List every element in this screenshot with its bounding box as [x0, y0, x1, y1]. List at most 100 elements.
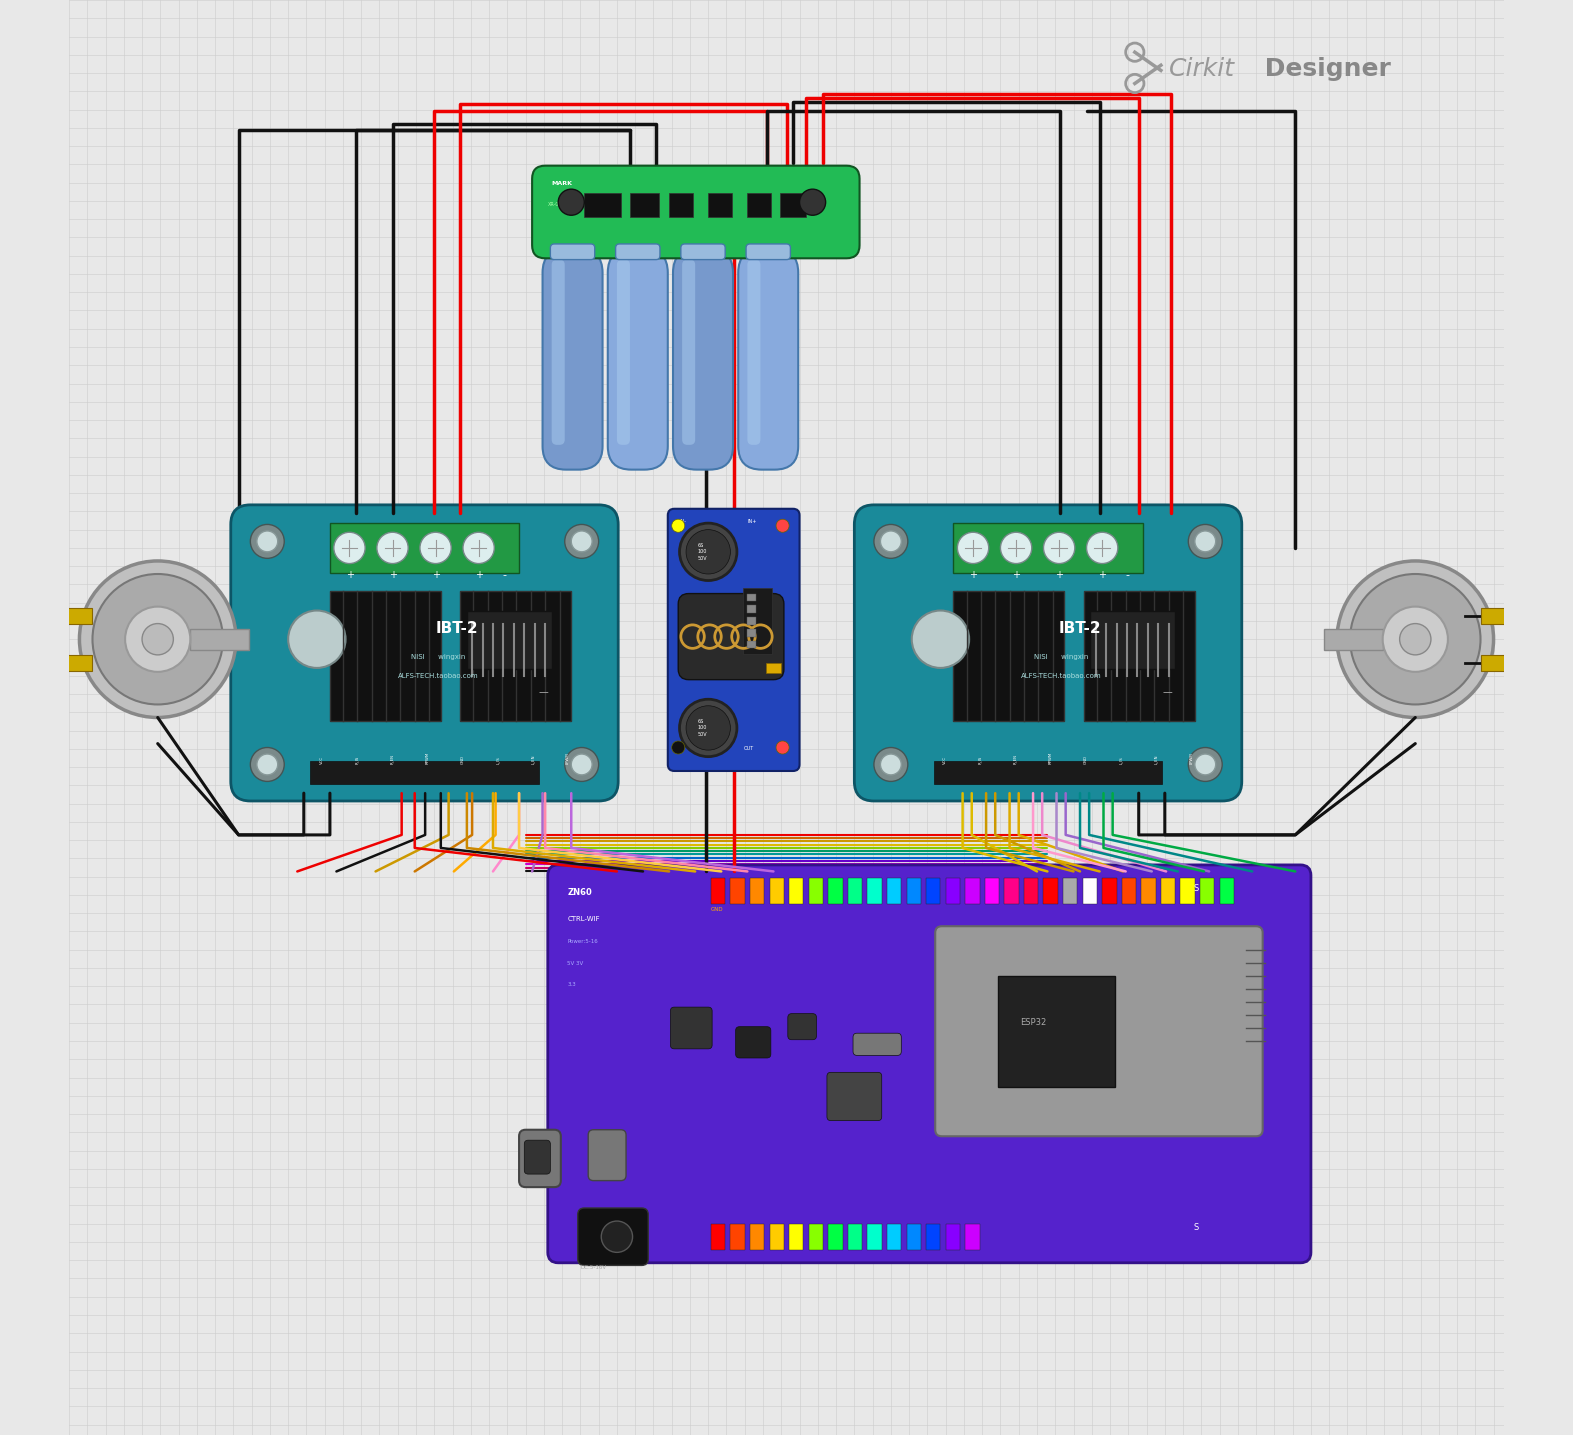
Circle shape — [333, 532, 365, 564]
Bar — [1090, 610, 1175, 669]
Text: +: + — [346, 570, 354, 580]
Text: GND: GND — [461, 755, 464, 765]
Bar — [887, 1224, 901, 1250]
Text: ALFS-TECH.taobao.com: ALFS-TECH.taobao.com — [398, 673, 478, 679]
FancyBboxPatch shape — [607, 250, 669, 469]
FancyBboxPatch shape — [853, 1033, 901, 1055]
Circle shape — [881, 753, 901, 775]
Circle shape — [912, 610, 969, 667]
Text: RPWM: RPWM — [1049, 752, 1052, 765]
Circle shape — [881, 531, 901, 552]
Text: L_EN: L_EN — [530, 755, 535, 765]
Text: NISI      wingxin: NISI wingxin — [1035, 654, 1089, 660]
Bar — [829, 1224, 843, 1250]
Text: IBT-2: IBT-2 — [436, 621, 478, 636]
Bar — [1142, 878, 1156, 904]
Circle shape — [672, 740, 684, 753]
Text: L_IS: L_IS — [495, 756, 500, 765]
Text: IN-: IN- — [680, 519, 686, 524]
Bar — [461, 591, 571, 722]
Text: 5V 3V: 5V 3V — [568, 961, 584, 966]
Circle shape — [126, 607, 190, 672]
Bar — [1161, 878, 1175, 904]
Bar — [669, 194, 692, 217]
Bar — [584, 194, 621, 217]
Circle shape — [775, 519, 790, 532]
FancyBboxPatch shape — [231, 505, 618, 801]
Text: R_IS: R_IS — [978, 756, 982, 765]
FancyBboxPatch shape — [588, 1129, 626, 1181]
Bar — [1480, 654, 1507, 670]
FancyBboxPatch shape — [681, 244, 725, 260]
Circle shape — [1195, 753, 1216, 775]
Bar — [330, 591, 440, 722]
Circle shape — [775, 740, 790, 753]
Text: LPWM: LPWM — [566, 753, 569, 765]
Bar — [730, 878, 744, 904]
Bar — [790, 1224, 804, 1250]
Text: VCC: VCC — [319, 756, 324, 765]
Text: -: - — [502, 570, 507, 580]
Circle shape — [250, 748, 285, 782]
Bar — [711, 878, 725, 904]
FancyBboxPatch shape — [683, 260, 695, 445]
Circle shape — [256, 753, 278, 775]
Text: -: - — [1126, 570, 1129, 580]
Text: NISI      wingxin: NISI wingxin — [411, 654, 466, 660]
Text: —: — — [538, 687, 549, 697]
Bar — [750, 878, 764, 904]
Text: RPWM: RPWM — [425, 752, 429, 765]
Bar — [953, 524, 1142, 573]
Bar — [945, 1224, 960, 1250]
Bar — [780, 194, 805, 217]
Bar — [906, 878, 920, 904]
FancyBboxPatch shape — [615, 244, 661, 260]
Circle shape — [250, 524, 285, 558]
Text: S: S — [1194, 884, 1199, 893]
Text: +: + — [1098, 570, 1106, 580]
Bar — [766, 663, 782, 673]
FancyBboxPatch shape — [617, 260, 629, 445]
Text: 6S
100
50V: 6S 100 50V — [698, 542, 708, 561]
Text: —: — — [1162, 687, 1172, 697]
Text: +: + — [431, 570, 440, 580]
Circle shape — [1188, 524, 1222, 558]
Bar — [1324, 629, 1383, 650]
Text: MARK: MARK — [552, 181, 573, 187]
Circle shape — [672, 519, 684, 532]
Text: IBT-2: IBT-2 — [1059, 621, 1101, 636]
FancyBboxPatch shape — [519, 1129, 562, 1187]
Bar — [867, 1224, 882, 1250]
Bar — [997, 976, 1115, 1086]
FancyBboxPatch shape — [747, 260, 760, 445]
Bar — [467, 610, 552, 669]
FancyBboxPatch shape — [551, 244, 595, 260]
Bar — [790, 878, 804, 904]
Circle shape — [79, 561, 236, 718]
Bar — [310, 761, 538, 784]
Circle shape — [462, 532, 494, 564]
Text: GND: GND — [711, 907, 724, 911]
Text: VCC: VCC — [944, 756, 947, 765]
Circle shape — [958, 532, 989, 564]
Circle shape — [288, 610, 346, 667]
Text: Power:5-16: Power:5-16 — [568, 938, 598, 944]
FancyBboxPatch shape — [532, 165, 859, 258]
Bar — [66, 608, 93, 624]
FancyBboxPatch shape — [670, 1007, 713, 1049]
Bar — [769, 878, 783, 904]
Bar — [1200, 878, 1214, 904]
Circle shape — [1043, 532, 1074, 564]
Text: ZN60: ZN60 — [568, 888, 591, 897]
Circle shape — [875, 748, 908, 782]
Circle shape — [680, 524, 736, 581]
FancyBboxPatch shape — [524, 1141, 551, 1174]
Circle shape — [1400, 624, 1431, 654]
Bar — [966, 1224, 980, 1250]
Circle shape — [601, 1221, 632, 1253]
Bar — [953, 591, 1065, 722]
Text: Cirkit: Cirkit — [1169, 56, 1235, 80]
Text: GND: GND — [1084, 755, 1089, 765]
Text: ALFS-TECH.taobao.com: ALFS-TECH.taobao.com — [1021, 673, 1103, 679]
Bar — [1084, 591, 1195, 722]
